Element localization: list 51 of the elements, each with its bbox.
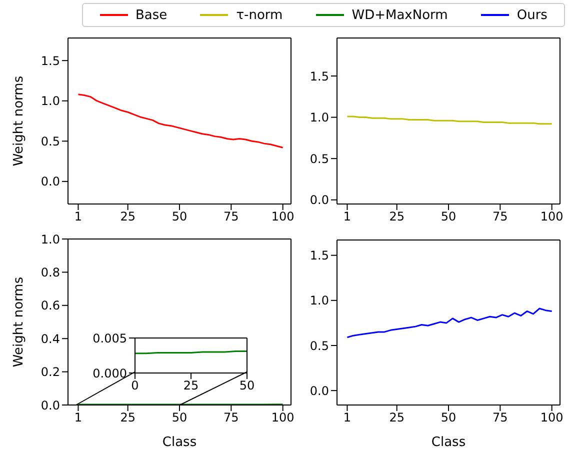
x-tick-label: 1	[343, 210, 352, 224]
x-tick-label: 0	[131, 378, 139, 393]
x-tick-label: 1	[343, 410, 352, 425]
legend-label: τ-norm	[236, 8, 283, 22]
x-axis-title: Class	[162, 435, 197, 450]
x-tick-label: 25	[120, 410, 136, 425]
x-tick-label: 25	[389, 210, 404, 224]
y-tick-label: 1.5	[310, 69, 329, 84]
x-tick-label: 25	[183, 378, 199, 393]
y-tick-label: 0.4	[40, 332, 60, 346]
y-tick-label: 1.0	[310, 110, 329, 125]
y-tick-label: 0.5	[310, 338, 329, 353]
x-tick-label: 75	[492, 210, 508, 224]
legend-label: Ours	[516, 8, 548, 22]
x-tick-label: 100	[540, 210, 564, 224]
x-tick-label: 1	[74, 210, 82, 224]
x-tick-label: 50	[172, 210, 188, 224]
y-tick-label: 1.0	[40, 94, 60, 108]
y-tick-label: 0.0	[40, 174, 60, 189]
y-tick-label: 0.5	[310, 152, 329, 166]
x-tick-label: 25	[120, 210, 136, 224]
x-tick-label: 25	[389, 410, 404, 425]
y-tick-label: 1.5	[310, 248, 329, 263]
x-tick-label: 75	[224, 210, 239, 224]
y-tick-label: 0.0	[40, 398, 60, 412]
x-tick-label: 50	[172, 410, 188, 425]
x-tick-label: 75	[224, 410, 239, 425]
x-tick-label: 100	[271, 210, 294, 224]
x-axis-title: Class	[431, 435, 466, 450]
x-tick-label: 50	[440, 210, 456, 224]
legend-label: Base	[136, 8, 168, 22]
y-tick-label: 1.0	[310, 294, 329, 308]
y-axis-title: Weight norms	[12, 276, 27, 368]
x-tick-label: 100	[271, 410, 294, 425]
y-tick-label: 0.6	[40, 298, 60, 313]
x-tick-label: 100	[540, 410, 564, 425]
legend-label: WD+MaxNorm	[352, 8, 448, 22]
x-tick-label: 50	[440, 410, 456, 425]
y-axis-title: Weight norms	[12, 76, 27, 166]
y-tick-label: 1.5	[40, 54, 60, 68]
y-tick-label: 0.5	[40, 134, 60, 148]
y-tick-label: 0.0	[310, 193, 329, 208]
x-tick-label: 1	[74, 410, 82, 425]
y-tick-label: 0.000	[92, 366, 127, 380]
y-tick-label: 0.8	[40, 265, 60, 280]
y-tick-label: 0.005	[92, 331, 127, 346]
x-tick-label: 50	[239, 378, 255, 393]
y-tick-label: 0.0	[310, 384, 329, 398]
y-tick-label: 0.2	[40, 365, 60, 380]
x-tick-label: 75	[492, 410, 508, 425]
y-tick-label: 1.0	[40, 232, 60, 246]
